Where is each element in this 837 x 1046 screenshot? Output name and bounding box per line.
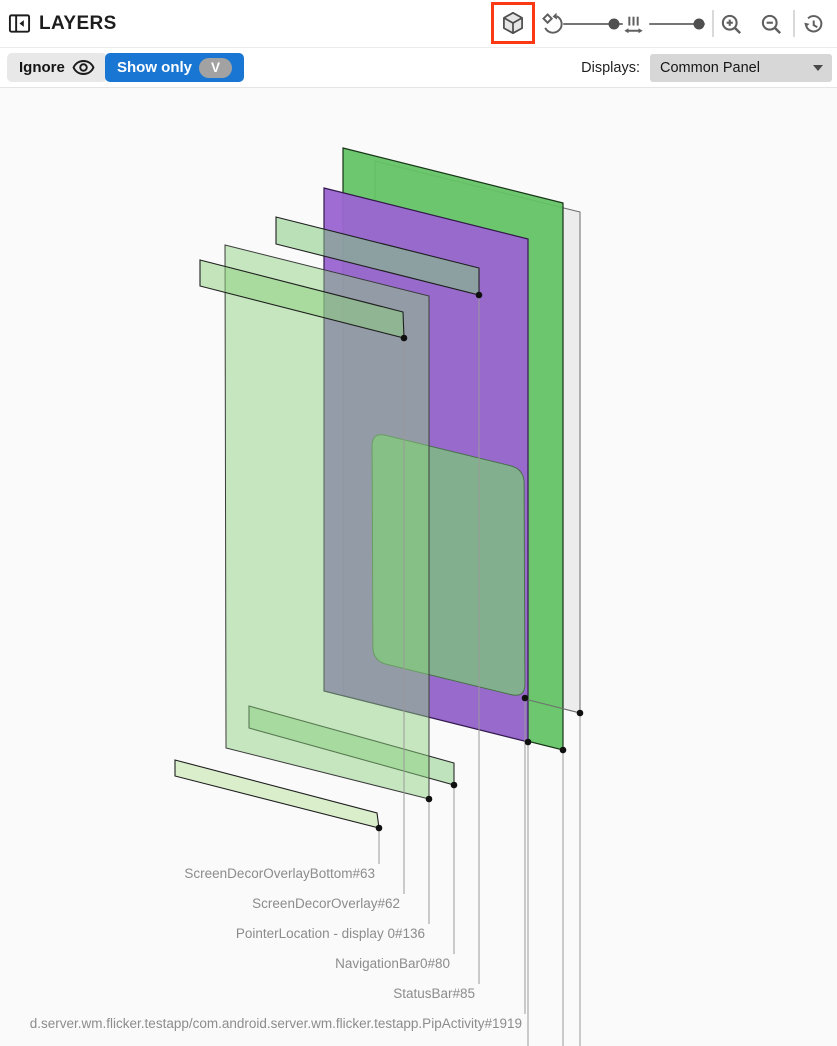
zoom-out-icon[interactable] [754,7,788,41]
layer-label: d.server.wm.flicker.testapp/com.android.… [30,1016,522,1031]
zoom-in-icon[interactable] [714,7,748,41]
layer-pip-activity[interactable] [371,434,526,696]
chevron-down-icon [813,64,823,71]
layer-label: ScreenDecorOverlay#62 [252,896,400,911]
label-connector-lines [378,295,581,1046]
displays-selected-value: Common Panel [660,59,760,76]
rotation-icon[interactable] [536,7,570,41]
toolbar-divider [793,10,795,37]
eye-icon [72,56,95,79]
spacing-slider[interactable] [649,7,705,41]
active-tool-highlight [491,2,535,44]
displays-select[interactable]: Common Panel [650,53,832,82]
show-only-button[interactable]: Show only V [105,53,244,82]
ignore-button[interactable]: Ignore [7,53,107,82]
ignore-button-label: Ignore [19,59,65,76]
layer-label: ScreenDecorOverlayBottom#63 [184,866,375,881]
spacing-icon[interactable] [618,7,648,41]
layer-label: PointerLocation - display 0#136 [236,926,425,941]
cube-3d-icon[interactable] [496,6,530,40]
show-only-label: Show only [117,59,192,76]
layers-header: LAYERS [0,0,837,48]
show-only-flag-badge: V [199,57,232,78]
toolbar-divider [712,10,714,37]
layer-label: NavigationBar0#80 [335,956,450,971]
reset-view-icon[interactable] [796,7,830,41]
displays-label: Displays: [581,59,640,76]
white-sheet-bottom-edge [524,698,581,714]
layers-3d-scene: ScreenDecorOverlayBottom#63 ScreenDecorO… [30,147,584,1046]
layer-corner-dots [375,291,584,832]
filter-bar: Ignore Show only V Displays: Common Pane… [0,48,837,88]
layer-label: StatusBar#85 [393,986,475,1001]
layers-3d-canvas[interactable]: ScreenDecorOverlayBottom#63 ScreenDecorO… [0,88,837,1046]
collapse-panel-icon[interactable] [8,13,31,35]
page-title: LAYERS [39,13,117,34]
rotation-slider[interactable] [563,7,623,41]
